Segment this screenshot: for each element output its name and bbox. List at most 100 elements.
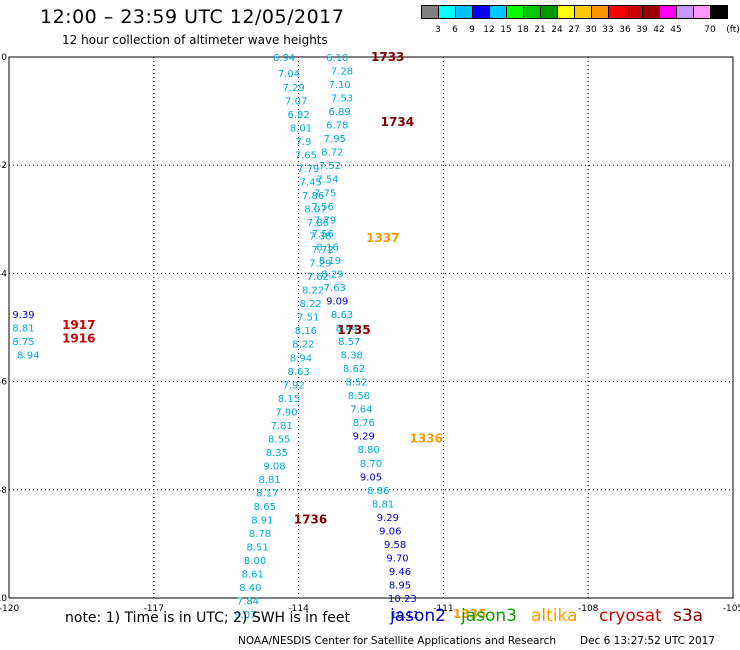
swh-label-s3a: 7.79 (314, 215, 336, 226)
legend-altika: altika (531, 606, 578, 626)
swh-label-s3a: 7.92 (283, 380, 305, 391)
pass-time-label: 1736 (294, 513, 327, 527)
footnote: note: 1) Time is in UTC; 2) SWH is in fe… (65, 610, 351, 626)
swh-label-s3a: 8.62 (343, 364, 365, 375)
swh-label-s3a: 8.22 (300, 299, 322, 310)
scale-label: 12 (483, 25, 495, 35)
swh-label-s3a: 8.01 (290, 123, 312, 134)
swh-label-s3a: 6.78 (326, 121, 348, 132)
scale-swatch (710, 5, 728, 19)
scale-label: 9 (469, 25, 475, 35)
swh-label-s3a: 8.52 (345, 378, 367, 389)
swh-label-s3a: 9.08 (263, 461, 285, 472)
swh-label-s3a: 7.62 (307, 272, 329, 283)
y-tick-label: 0 (1, 53, 7, 63)
swh-label-s3a: 7.38 (309, 232, 331, 243)
swh-label-jason2: 9.39 (12, 310, 34, 321)
swh-label-s3a: 7.72 (312, 245, 334, 256)
legend-jason2: jason2 (390, 606, 446, 626)
swh-label-s3a: 8.55 (268, 434, 290, 445)
scale-label: 45 (670, 25, 682, 35)
swh-label-s3a: 8.58 (348, 391, 370, 402)
scale-label: 15 (500, 25, 512, 35)
swh-label-s3a: 8.44 (336, 324, 358, 335)
scale-label: 39 (636, 25, 648, 35)
swh-label-s3a: 8.81 (259, 475, 281, 486)
legend-cryosat: cryosat (599, 606, 662, 626)
swh-label-jason2: 9.09 (326, 296, 348, 307)
swh-label-s3a: 7.56 (312, 202, 334, 213)
swh-label-s3a: 8.86 (367, 486, 389, 497)
swh-label-jason2: 10.11 (390, 610, 419, 621)
swh-label-jason2: 9.70 (386, 553, 408, 564)
swh-label-s3a: 8.80 (357, 445, 379, 456)
y-tick-label: -8 (0, 486, 7, 496)
swh-label-s3a: 8.16 (295, 326, 317, 337)
swh-label-s3a: 7.45 (300, 177, 322, 188)
swh-label-s3a: 8.22 (302, 286, 324, 297)
swh-label-s3a: 8.75 (12, 337, 34, 348)
swh-label-s3a: 7.86 (302, 191, 324, 202)
swh-label-jason2: 9.29 (353, 432, 375, 443)
swh-label-s3a: 8.16 (316, 242, 338, 253)
swh-label-s3a: 7.04 (278, 69, 300, 80)
swh-label-s3a: 8.63 (331, 310, 353, 321)
scale-unit: (ft) (726, 25, 740, 35)
scale-label: 33 (602, 25, 614, 35)
swh-label-s3a: 7.64 (350, 405, 372, 416)
swh-label-s3a: 7.54 (316, 175, 338, 186)
x-tick-label: -111 (433, 604, 453, 614)
swh-label-s3a: 8.91 (251, 516, 273, 527)
swh-label-s3a: 8.19 (319, 256, 341, 267)
swh-label-jason2: 10.23 (388, 594, 417, 605)
swh-label-s3a: 8.22 (292, 340, 314, 351)
swh-label-s3a: 7.75 (314, 188, 336, 199)
scale-label: 70 (704, 25, 716, 35)
swh-label-jason2: 8.95 (389, 580, 411, 591)
swh-label-s3a: 7.84 (237, 597, 259, 608)
swh-label-jason2: 9.06 (379, 526, 401, 537)
credit-line: NOAA/NESDIS Center for Satellite Applica… (238, 635, 556, 647)
y-tick-label: -10 (0, 594, 7, 604)
swh-label-s3a: 8.51 (246, 543, 268, 554)
swh-label-s3a: 8.35 (266, 448, 288, 459)
swh-label-s3a: 7.52 (319, 161, 341, 172)
swh-label-s3a: 7.28 (331, 67, 353, 78)
page-title: 12:00 – 23:59 UTC 12/05/2017 (40, 6, 345, 28)
pass-time-label: 1337 (366, 231, 399, 245)
scale-label: 18 (517, 25, 529, 35)
swh-label-s3a: 8.70 (360, 459, 382, 470)
swh-label-s3a: 8.81 (12, 324, 34, 335)
swh-label-s3a: 8.07 (304, 204, 326, 215)
swh-label-s3a: 7.79 (297, 164, 319, 175)
pass-time-label: 1734 (381, 115, 414, 129)
x-tick-label: -117 (144, 604, 164, 614)
swh-label-s3a: 7.63 (324, 283, 346, 294)
swh-label-jason2: 9.58 (384, 540, 406, 551)
swh-label-s3a: 7.65 (295, 150, 317, 161)
pass-time-label: 1335 (453, 607, 486, 621)
y-tick-label: -4 (0, 269, 7, 279)
swh-label-s3a: 8.63 (287, 367, 309, 378)
swh-label-s3a: 7.90 (275, 407, 297, 418)
swh-label-jason2: 9.46 (389, 567, 411, 578)
swh-label-jason2: 9.29 (377, 513, 399, 524)
scale-label: 24 (551, 25, 563, 35)
swh-label-s3a: 8.61 (242, 570, 264, 581)
swh-label-s3a: 6.94 (273, 53, 295, 64)
pass-time-label: 1735 (337, 323, 370, 337)
legend-s3a: s3a (673, 606, 704, 626)
scale-label: 3 (435, 25, 441, 35)
pass-time-label: 1916 (62, 331, 95, 345)
scale-label: 42 (653, 25, 665, 35)
page-subtitle: 12 hour collection of altimeter wave hei… (62, 33, 328, 47)
scale-label: 21 (534, 25, 546, 35)
swh-label-s3a: 7.51 (297, 313, 319, 324)
scale-label: 27 (568, 25, 580, 35)
swh-label-s3a: 7.95 (324, 134, 346, 145)
swh-label-s3a: 8.94 (17, 351, 39, 362)
swh-label-s3a: 8.38 (341, 351, 363, 362)
generated-timestamp: Dec 6 13:27:52 UTC 2017 (580, 635, 716, 647)
swh-label-s3a: 8.15 (278, 394, 300, 405)
